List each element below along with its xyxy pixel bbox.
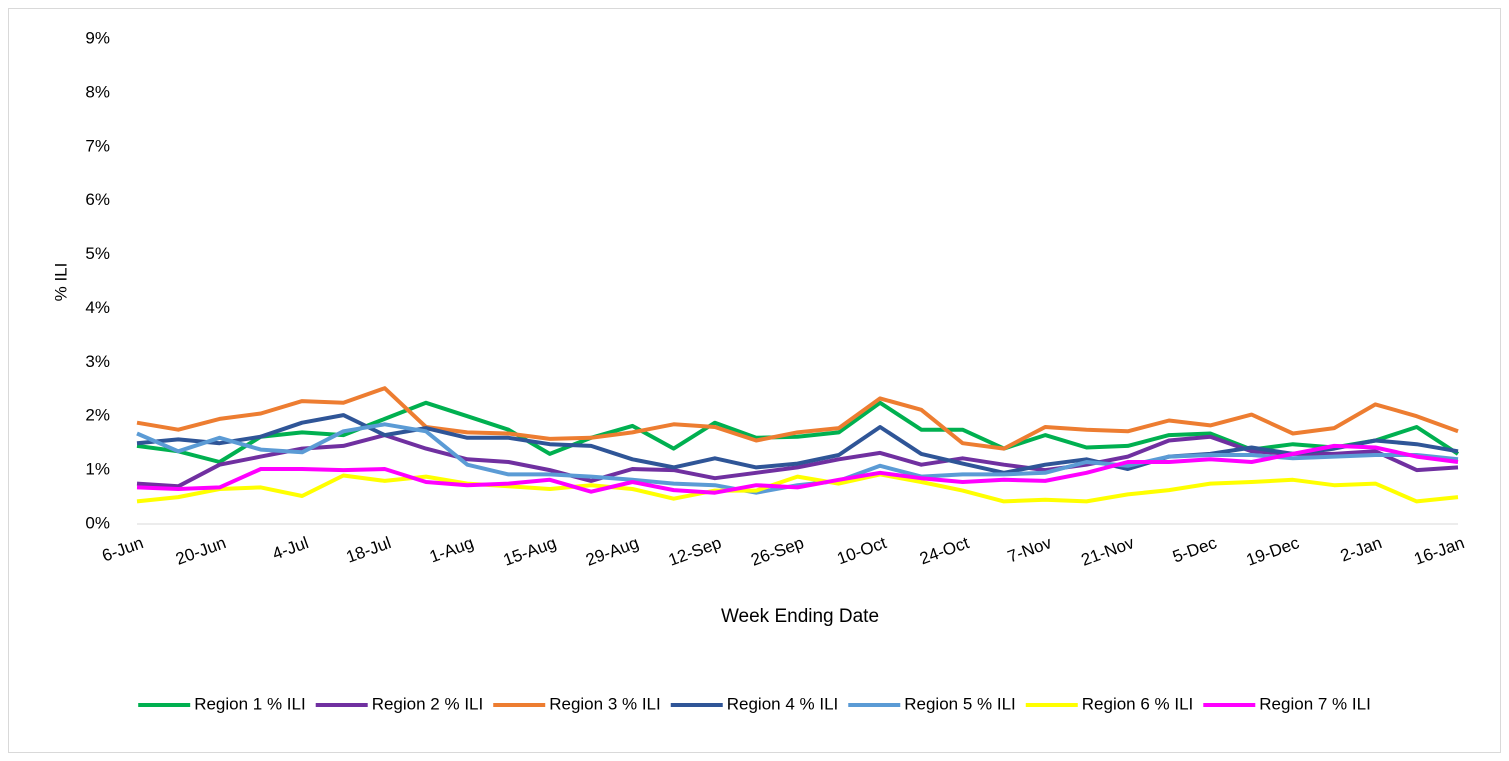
legend-label: Region 3 % ILI xyxy=(549,694,661,713)
y-tick-label: 9% xyxy=(85,28,110,47)
y-tick-label: 6% xyxy=(85,190,110,209)
x-axis-title: Week Ending Date xyxy=(721,606,879,627)
legend-label: Region 5 % ILI xyxy=(904,694,1016,713)
series-line xyxy=(136,422,1459,495)
y-tick-label: 3% xyxy=(85,352,110,371)
legend-label: Region 1 % ILI xyxy=(194,694,306,713)
legend-label: Region 4 % ILI xyxy=(727,694,839,713)
y-tick-label: 8% xyxy=(85,82,110,101)
series-line xyxy=(136,433,1459,489)
series-line xyxy=(136,472,1459,504)
series-line xyxy=(136,413,1459,475)
y-tick-label: 2% xyxy=(85,406,110,425)
legend-label: Region 6 % ILI xyxy=(1082,694,1194,713)
y-tick-label: 5% xyxy=(85,244,110,263)
y-tick-label: 1% xyxy=(85,460,110,479)
y-tick-label: 4% xyxy=(85,298,110,317)
series-line xyxy=(136,386,1459,451)
legend-label: Region 2 % ILI xyxy=(372,694,484,713)
chart-border xyxy=(8,8,1501,753)
y-tick-label: 7% xyxy=(85,136,110,155)
series-line xyxy=(136,443,1459,495)
legend-label: Region 7 % ILI xyxy=(1259,694,1371,713)
y-axis-title: % ILI xyxy=(51,263,70,302)
y-tick-label: 0% xyxy=(85,513,110,532)
